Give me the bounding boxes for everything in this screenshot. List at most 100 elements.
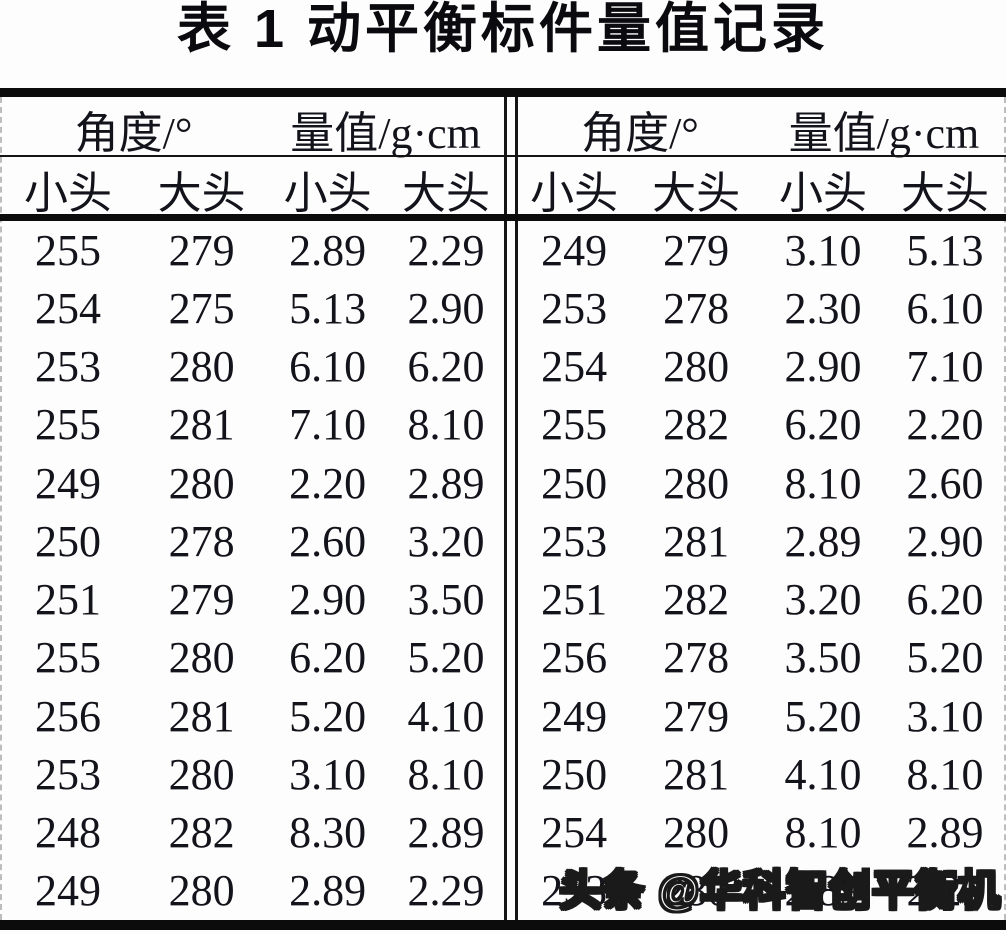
table-cell: 249: [541, 691, 608, 741]
left-value-header: 量值/g·cm: [290, 109, 481, 158]
right-subheader-row: 小头 大头 小头 大头: [518, 157, 1006, 221]
table-cell: 278: [663, 283, 730, 333]
table-cell: 2.89: [407, 808, 485, 858]
table-cell: 3.20: [784, 575, 862, 625]
table-cell: 2.60: [289, 516, 367, 566]
table-cell: 253: [35, 342, 102, 392]
table-title: 表 1 动平衡标件量值记录: [176, 0, 830, 59]
header-thin-rule: [0, 155, 1006, 157]
table-title-bar: 表 1 动平衡标件量值记录: [0, 0, 1006, 88]
right-header-row: 角度/° 量值/g·cm: [518, 97, 1006, 158]
table-cell: 280: [168, 458, 235, 508]
header-thick-rule: [0, 214, 1006, 221]
table-cell: 2.89: [289, 225, 367, 275]
table-cell: 280: [663, 458, 730, 508]
table-cell: 280: [168, 342, 235, 392]
table-cell: 282: [663, 575, 730, 625]
table-cell: 2.89: [906, 808, 984, 858]
right-value-big-head: 大头: [900, 169, 989, 218]
table-cell: 2.89: [784, 516, 862, 566]
table-cell: 5.20: [289, 691, 367, 741]
right-angle-big-head: 大头: [652, 169, 741, 218]
measurement-table: 角度/° 量值/g·cm 小头 大头 小头 大头 255 279 2.89 2.29 2…: [0, 88, 1006, 930]
table-cell: 250: [541, 458, 608, 508]
left-subtable: 角度/° 量值/g·cm 小头 大头 小头 大头 255 279 2.89 2.29 2…: [0, 97, 504, 920]
table-cell: 251: [35, 575, 102, 625]
watermark: 头条 @华科智创平衡机: [558, 866, 1001, 915]
left-angle-header: 角度/°: [74, 109, 193, 158]
table-cell: 280: [663, 342, 730, 392]
table-cell: 6.10: [906, 283, 984, 333]
table-cell: 2.30: [784, 283, 862, 333]
table-cell: 2.29: [407, 225, 485, 275]
table-cell: 5.13: [289, 283, 367, 333]
table-cell: 250: [541, 749, 608, 799]
left-subheader-row: 小头 大头 小头 大头: [0, 157, 504, 221]
table-cell: 280: [168, 633, 235, 683]
table-cell: 2.90: [906, 516, 984, 566]
table-cell: 2.89: [289, 866, 367, 916]
table-cell: 8.30: [289, 808, 367, 858]
table-cell: 4.10: [784, 749, 862, 799]
table-cell: 8.10: [407, 749, 485, 799]
table-cell: 249: [35, 866, 102, 916]
table-cell: 278: [168, 516, 235, 566]
table-cell: 280: [663, 808, 730, 858]
left-value-big-head: 大头: [402, 169, 491, 218]
table-cell: 275: [168, 283, 235, 333]
table-cell: 280: [168, 749, 235, 799]
table-cell: 281: [663, 749, 730, 799]
table-cell: 249: [35, 458, 102, 508]
table-cell: 8.10: [906, 749, 984, 799]
table-cell: 251: [541, 575, 608, 625]
table-cell: 279: [663, 691, 730, 741]
right-data-rows: 249 279 3.10 5.13 253 278 2.30 6.10 254 280 2.90 7.…: [518, 221, 1006, 920]
left-dashed-edge: [0, 97, 2, 920]
table-cell: 255: [35, 633, 102, 683]
table-cell: 279: [663, 225, 730, 275]
table-cell: 2.29: [407, 866, 485, 916]
table-cell: 280: [168, 866, 235, 916]
table-cell: 249: [541, 225, 608, 275]
table-cell: 8.10: [407, 400, 485, 450]
table-cell: 2.20: [289, 458, 367, 508]
table-cell: 282: [663, 400, 730, 450]
table-cell: 2.60: [906, 458, 984, 508]
table-cell: 255: [35, 400, 102, 450]
table-cell: 253: [541, 866, 608, 916]
table-cell: 256: [541, 633, 608, 683]
table-cell: 248: [35, 808, 102, 858]
table-cell: 2.90: [289, 575, 367, 625]
table-cell: 3.10: [784, 225, 862, 275]
table-cell: 6.20: [289, 633, 367, 683]
right-dashed-edge: [1004, 97, 1006, 920]
table-cell: 2.20: [906, 400, 984, 450]
table-cell: 2.90: [784, 342, 862, 392]
table-cell: 5.20: [407, 633, 485, 683]
left-data-rows: 255 279 2.89 2.29 254 275 5.13 2.90 253 280 6.10 6.…: [0, 221, 504, 920]
table-cell: 2.89: [407, 458, 485, 508]
table-cell: 2.29: [906, 866, 984, 916]
table-cell: 3.20: [407, 516, 485, 566]
table-cell: 281: [168, 691, 235, 741]
table-cell: 279: [168, 575, 235, 625]
table-cell: 254: [541, 808, 608, 858]
table-cell: 7.10: [289, 400, 367, 450]
table-cell: 253: [35, 749, 102, 799]
table-cell: 282: [168, 808, 235, 858]
table-cell: 5.20: [784, 691, 862, 741]
table-cell: 7.10: [906, 342, 984, 392]
table-cell: 2.89: [784, 866, 862, 916]
table-cell: 255: [541, 400, 608, 450]
table-cell: 3.10: [289, 749, 367, 799]
table-cell: 281: [663, 516, 730, 566]
table-cell: 6.20: [906, 575, 984, 625]
table-cell: 4.10: [407, 691, 485, 741]
table-cell: 6.10: [289, 342, 367, 392]
table-cell: 8.10: [784, 458, 862, 508]
right-angle-small-head: 小头: [530, 169, 619, 218]
table-cell: 279: [168, 225, 235, 275]
table-cell: 255: [35, 225, 102, 275]
table-cell: 254: [35, 283, 102, 333]
table-cell: 254: [541, 342, 608, 392]
